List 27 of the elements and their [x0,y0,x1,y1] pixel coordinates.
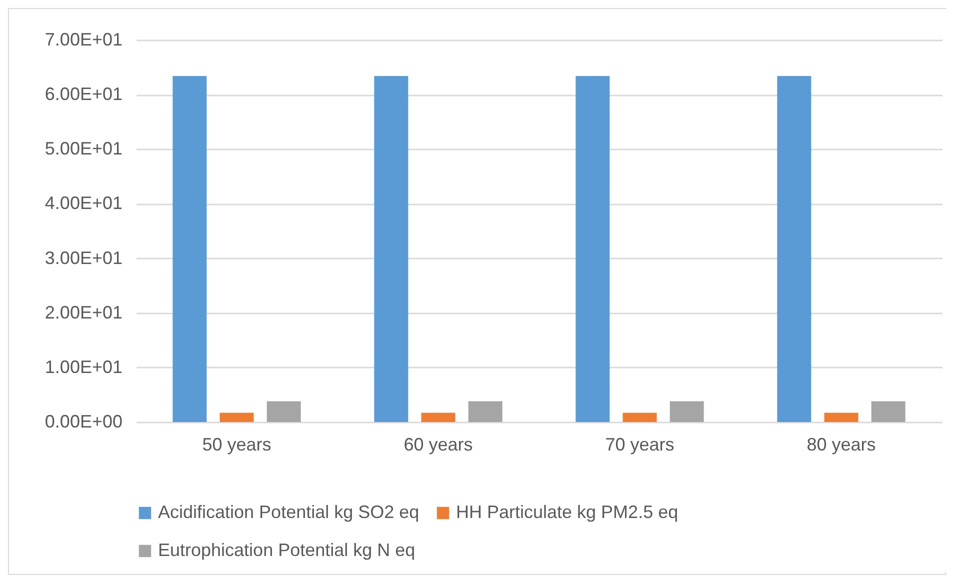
x-tick-label: 80 years [806,434,876,454]
y-tick-label: 4.00E+01 [44,193,122,214]
legend-label: Acidification Potential kg SO2 eq [158,502,420,522]
x-tick-label: 50 years [202,434,272,454]
y-tick-label: 0.00E+00 [44,412,122,432]
legend-label: Eutrophication Potential kg N eq [158,540,416,560]
y-tick-label: 6.00E+01 [44,84,122,104]
legend-label: HH Particulate kg PM2.5 eq [456,502,678,522]
bar [266,401,301,422]
bar [172,76,207,422]
bar [622,412,657,422]
y-tick-label: 3.00E+01 [44,248,122,268]
bar [468,401,502,422]
y-tick-label: 7.00E+01 [44,30,122,50]
bar [421,412,456,422]
bar [871,401,906,422]
bar [374,76,408,422]
x-tick-label: 60 years [404,434,473,454]
bar [220,412,254,422]
bar [670,401,704,422]
x-tick-label: 70 years [605,434,674,454]
bar [777,76,812,422]
bar [824,412,858,422]
bar [576,76,610,422]
y-tick-label: 2.00E+01 [44,302,122,322]
y-tick-label: 1.00E+01 [44,356,122,377]
y-tick-label: 5.00E+01 [44,138,122,159]
